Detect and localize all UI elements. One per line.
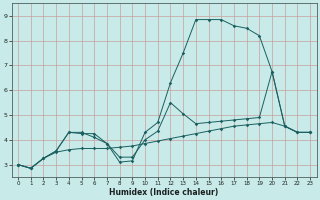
X-axis label: Humidex (Indice chaleur): Humidex (Indice chaleur) (109, 188, 219, 197)
